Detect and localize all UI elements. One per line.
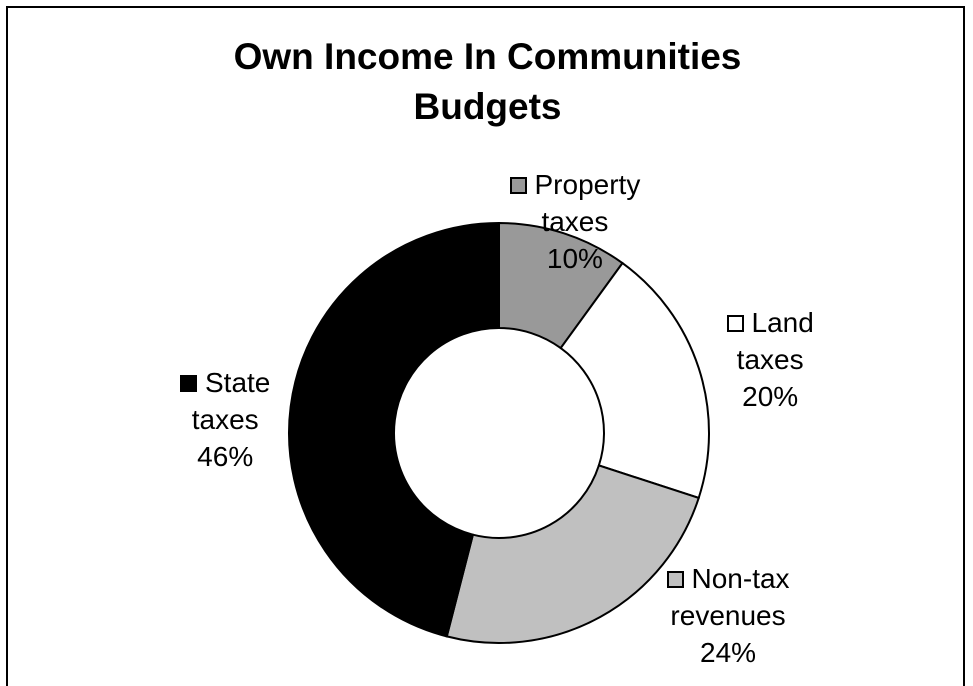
legend-swatch-icon — [726, 315, 744, 332]
slice-label-line: taxes — [180, 401, 270, 438]
slice-value-label: 20% — [742, 381, 799, 412]
slice-label-text: Non-tax — [691, 563, 790, 594]
slice-label-text: Property — [534, 169, 641, 200]
slice-label-text: taxes — [191, 404, 259, 435]
slice-non-tax-revenues — [445, 464, 700, 644]
slice-state-taxes — [288, 221, 500, 638]
legend-swatch-icon — [180, 375, 197, 392]
slice-label-line: taxes — [727, 341, 814, 378]
slice-label-line: State — [180, 364, 270, 401]
slice-value-label: 24% — [700, 637, 757, 668]
slice-label-line: taxes — [510, 203, 641, 240]
slice-label-land-taxes: Land taxes 20% — [726, 304, 814, 415]
chart-title: Own Income In Communities Budgets — [233, 36, 742, 127]
legend-swatch-icon — [509, 177, 527, 194]
slice-label-state-taxes: State taxes 46% — [180, 364, 270, 475]
doughnut-slices — [288, 221, 710, 644]
slice-label-property-taxes: Property taxes 10% — [509, 166, 641, 277]
slice-label-text: taxes — [736, 344, 804, 375]
slice-label-line: Non-tax — [666, 560, 790, 597]
slice-label-non-tax-revenues: Non-tax revenues 24% — [666, 560, 790, 671]
slice-label-text: taxes — [541, 206, 609, 237]
slice-label-line: Property — [509, 166, 641, 203]
slice-land-taxes — [559, 261, 710, 500]
legend-swatch-icon — [666, 571, 684, 588]
slice-label-text: State — [205, 367, 271, 398]
slice-value-label: 10% — [546, 243, 603, 274]
slice-label-text: revenues — [670, 600, 786, 631]
slice-label-line: revenues — [667, 597, 790, 634]
slice-value-label: 46% — [197, 441, 254, 472]
slice-label-line: Land — [726, 304, 814, 341]
slice-label-text: Land — [751, 307, 814, 338]
